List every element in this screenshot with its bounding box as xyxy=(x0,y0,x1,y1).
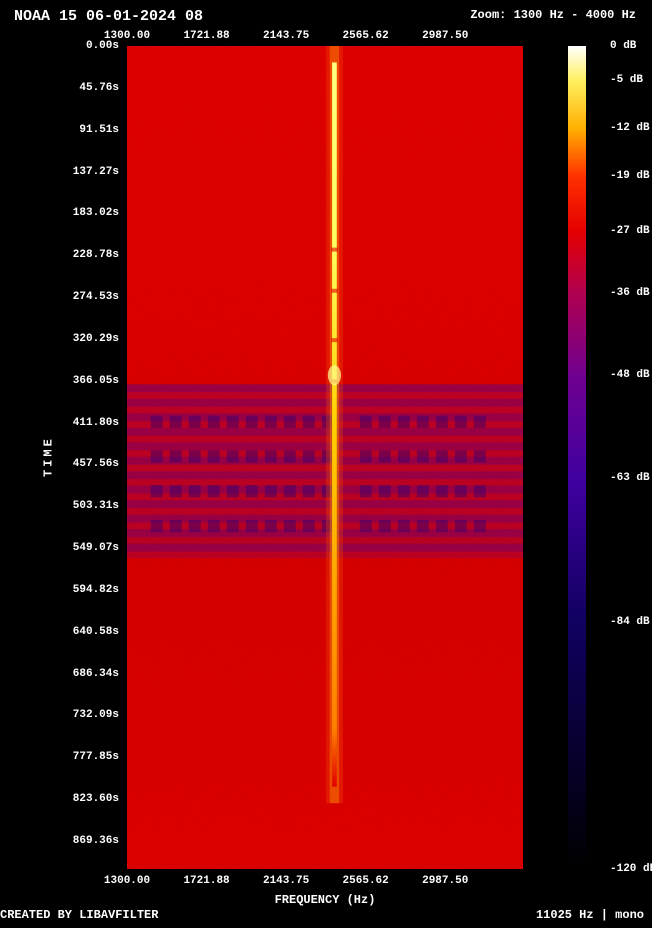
colorbar-tick: -63 dB xyxy=(610,472,650,484)
y-tick: 0.00s xyxy=(84,40,119,52)
y-tick: 686.34s xyxy=(70,668,119,680)
zoom-label: Zoom: 1300 Hz - 4000 Hz xyxy=(470,8,636,22)
y-tick: 640.58s xyxy=(70,626,119,638)
y-tick: 457.56s xyxy=(70,458,119,470)
x-tick-bottom: 2565.62 xyxy=(343,875,389,887)
spectrogram-chart xyxy=(127,46,523,869)
y-tick: 137.27s xyxy=(70,166,119,178)
y-tick: 549.07s xyxy=(70,542,119,554)
x-tick-top: 2987.50 xyxy=(422,30,468,42)
colorbar-tick: -36 dB xyxy=(610,287,650,299)
y-tick: 274.53s xyxy=(70,291,119,303)
page-title: NOAA 15 06-01-2024 08 xyxy=(14,8,203,25)
y-tick: 732.09s xyxy=(70,709,119,721)
y-tick: 91.51s xyxy=(77,124,119,136)
colorbar-tick: -12 dB xyxy=(610,122,650,134)
colorbar-tick: -120 dB xyxy=(610,863,652,875)
colorbar-tick: -5 dB xyxy=(610,74,643,86)
y-tick: 777.85s xyxy=(70,751,119,763)
y-axis-label: TIME xyxy=(41,436,55,477)
x-tick-bottom: 2143.75 xyxy=(263,875,309,887)
footer-audio-info: 11025 Hz | mono xyxy=(536,908,644,922)
colorbar-tick: -48 dB xyxy=(610,369,650,381)
x-tick-top: 2565.62 xyxy=(343,30,389,42)
y-tick: 503.31s xyxy=(70,500,119,512)
x-tick-top: 1721.88 xyxy=(183,30,229,42)
colorbar-tick: -84 dB xyxy=(610,616,650,628)
x-tick-top: 2143.75 xyxy=(263,30,309,42)
y-tick: 228.78s xyxy=(70,249,119,261)
colorbar-tick: -27 dB xyxy=(610,225,650,237)
x-tick-bottom: 1721.88 xyxy=(183,875,229,887)
footer-credit: CREATED BY LIBAVFILTER xyxy=(0,908,158,922)
spectrogram-svg xyxy=(127,46,523,869)
y-tick: 183.02s xyxy=(70,207,119,219)
colorbar-tick: -19 dB xyxy=(610,170,650,182)
colorbar-tick: 0 dB xyxy=(610,40,636,52)
y-tick: 411.80s xyxy=(70,417,119,429)
x-axis-label: FREQUENCY (Hz) xyxy=(275,893,376,907)
y-tick: 823.60s xyxy=(70,793,119,805)
x-tick-bottom: 2987.50 xyxy=(422,875,468,887)
y-tick: 45.76s xyxy=(77,82,119,94)
y-tick: 594.82s xyxy=(70,584,119,596)
y-tick: 366.05s xyxy=(70,375,119,387)
y-tick: 320.29s xyxy=(70,333,119,345)
y-tick: 869.36s xyxy=(70,835,119,847)
x-tick-bottom: 1300.00 xyxy=(104,875,150,887)
colorbar xyxy=(568,46,586,869)
